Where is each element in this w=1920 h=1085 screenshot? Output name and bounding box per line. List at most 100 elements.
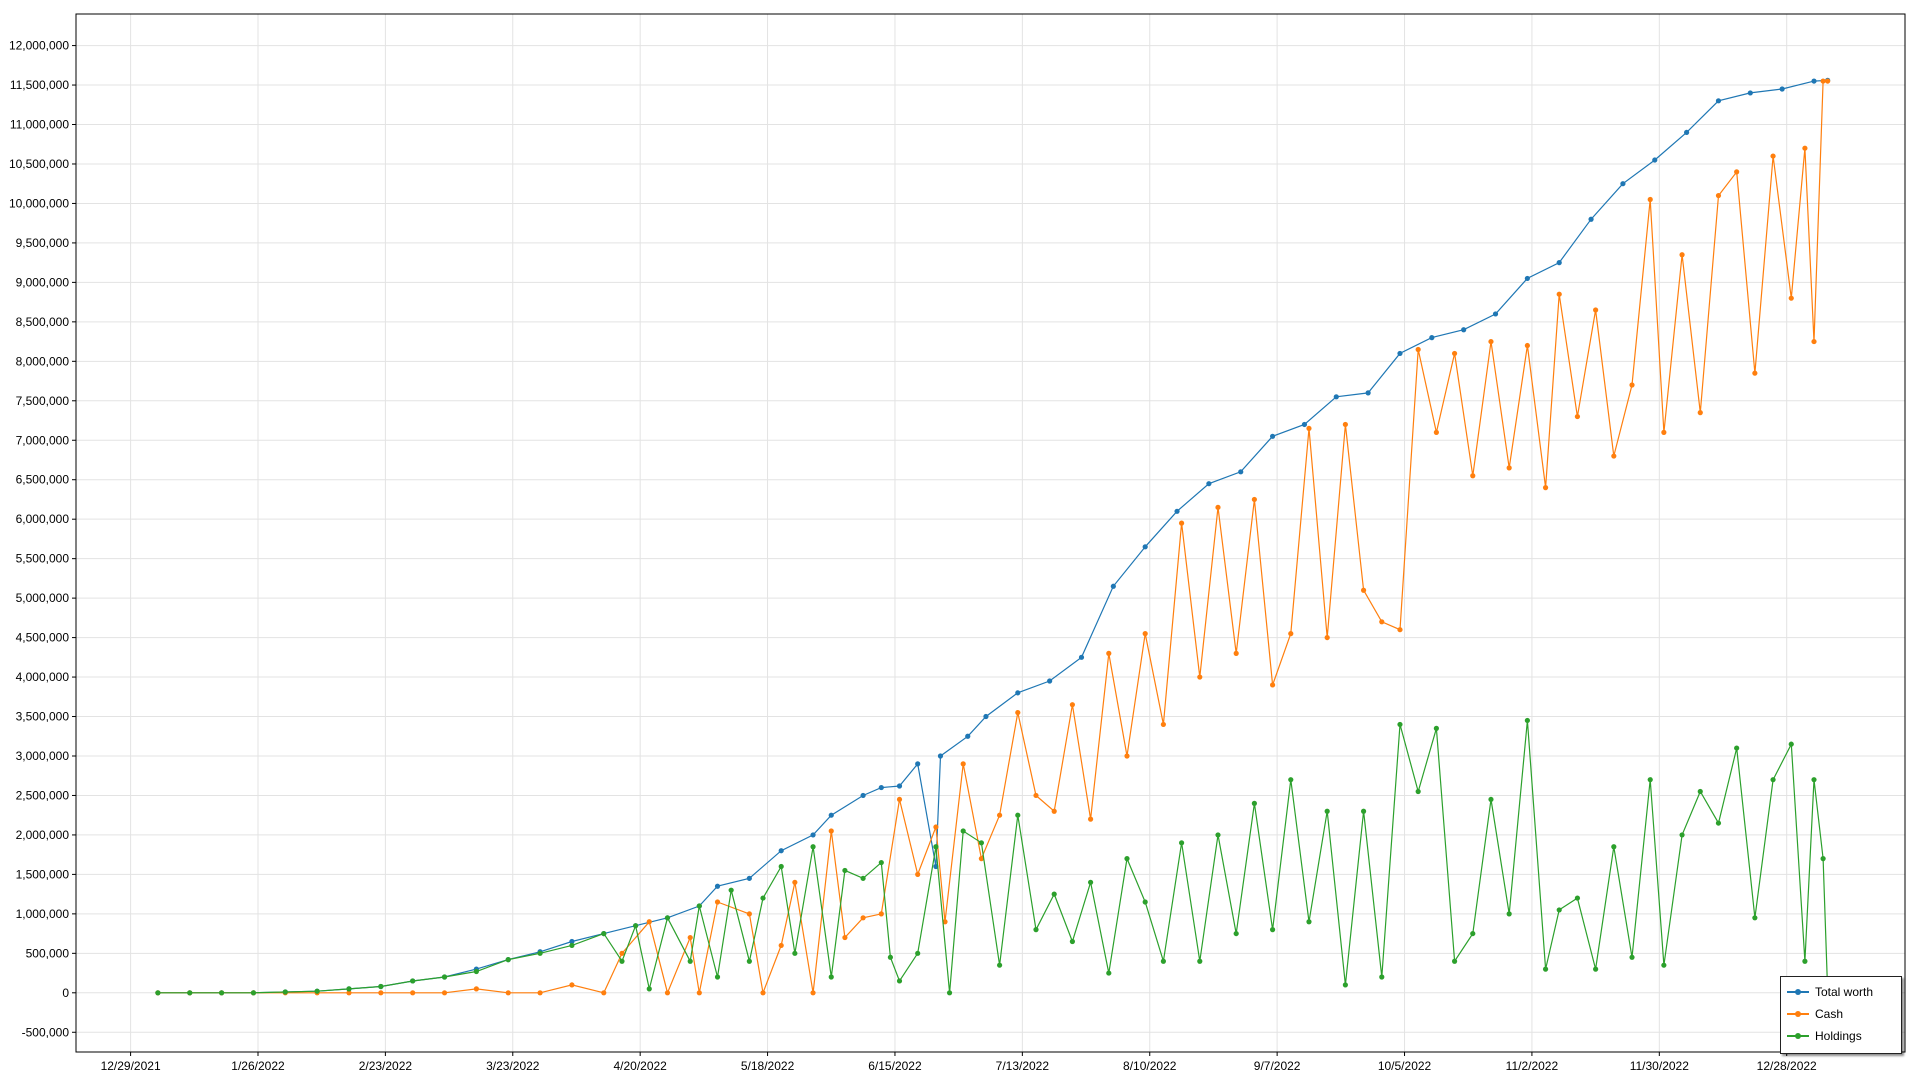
series-line-total-worth <box>158 80 1828 993</box>
data-point-holdings <box>1270 927 1275 932</box>
data-point-cash <box>760 990 765 995</box>
data-point-holdings <box>861 876 866 881</box>
data-point-cash <box>997 813 1002 818</box>
data-point-holdings <box>1470 931 1475 936</box>
data-point-cash <box>879 911 884 916</box>
data-point-cash <box>1679 252 1684 257</box>
data-point-total-worth <box>779 848 784 853</box>
data-point-holdings <box>1611 844 1616 849</box>
data-point-holdings <box>897 978 902 983</box>
data-point-cash <box>1379 619 1384 624</box>
legend-label-cash: Cash <box>1815 1007 1843 1021</box>
data-point-holdings <box>1197 959 1202 964</box>
data-point-holdings <box>283 989 288 994</box>
x-tick-label: 12/28/2022 <box>1757 1059 1817 1073</box>
y-tick-label: 6,500,000 <box>16 473 70 487</box>
data-point-holdings <box>715 974 720 979</box>
data-point-total-worth <box>1143 544 1148 549</box>
data-point-holdings <box>346 986 351 991</box>
legend-item-total-worth: Total worth <box>1787 981 1895 1003</box>
y-tick-label: -500,000 <box>22 1025 70 1039</box>
y-tick-label: 3,500,000 <box>16 710 70 724</box>
data-point-cash <box>842 935 847 940</box>
data-point-holdings <box>1488 797 1493 802</box>
data-point-holdings <box>1821 856 1826 861</box>
data-point-total-worth <box>915 761 920 766</box>
data-point-holdings <box>1052 892 1057 897</box>
data-point-cash <box>1070 702 1075 707</box>
data-point-cash <box>410 990 415 995</box>
data-point-holdings <box>1288 777 1293 782</box>
data-point-holdings <box>1215 832 1220 837</box>
data-point-cash <box>1106 651 1111 656</box>
data-point-holdings <box>1343 982 1348 987</box>
data-point-holdings <box>569 943 574 948</box>
data-point-cash <box>1306 426 1311 431</box>
data-point-cash <box>1575 414 1580 419</box>
data-point-cash <box>1179 521 1184 526</box>
data-point-cash <box>1507 465 1512 470</box>
data-point-holdings <box>251 990 256 995</box>
data-point-holdings <box>729 888 734 893</box>
y-tick-label: 9,000,000 <box>16 275 70 289</box>
data-point-holdings <box>697 903 702 908</box>
data-point-cash <box>1343 422 1348 427</box>
data-point-cash <box>1052 809 1057 814</box>
data-point-total-worth <box>1397 351 1402 356</box>
data-point-cash <box>897 797 902 802</box>
data-point-holdings <box>760 895 765 900</box>
data-point-cash <box>961 761 966 766</box>
data-point-holdings <box>1088 880 1093 885</box>
data-point-holdings <box>1789 742 1794 747</box>
data-point-holdings <box>1397 722 1402 727</box>
data-point-cash <box>810 990 815 995</box>
data-point-holdings <box>315 989 320 994</box>
x-tick-label: 1/26/2022 <box>231 1059 285 1073</box>
legend-label-total-worth: Total worth <box>1815 985 1873 999</box>
x-tick-label: 11/30/2022 <box>1630 1059 1689 1073</box>
data-point-holdings <box>1679 832 1684 837</box>
x-tick-label: 5/18/2022 <box>741 1059 795 1073</box>
data-point-total-worth <box>1557 260 1562 265</box>
y-tick-label: 2,500,000 <box>16 788 70 802</box>
data-point-cash <box>665 990 670 995</box>
y-tick-label: 500,000 <box>26 946 70 960</box>
x-tick-label: 6/15/2022 <box>868 1059 922 1073</box>
data-point-cash <box>715 899 720 904</box>
data-point-total-worth <box>1270 434 1275 439</box>
data-point-cash <box>601 990 606 995</box>
legend-swatch-total-worth <box>1787 987 1809 997</box>
x-tick-label: 7/13/2022 <box>996 1059 1050 1073</box>
data-point-total-worth <box>747 876 752 881</box>
data-point-total-worth <box>1206 481 1211 486</box>
data-point-holdings <box>829 974 834 979</box>
data-point-holdings <box>1325 809 1330 814</box>
x-tick-label: 9/7/2022 <box>1254 1059 1301 1073</box>
data-point-cash <box>1470 473 1475 478</box>
data-point-total-worth <box>1811 78 1816 83</box>
data-point-cash <box>1452 351 1457 356</box>
data-point-cash <box>1698 410 1703 415</box>
data-point-holdings <box>601 931 606 936</box>
data-point-cash <box>1397 627 1402 632</box>
data-point-cash <box>1648 197 1653 202</box>
data-point-holdings <box>155 990 160 995</box>
data-point-holdings <box>792 951 797 956</box>
data-point-cash <box>1416 347 1421 352</box>
data-point-cash <box>1802 146 1807 151</box>
data-point-holdings <box>1543 967 1548 972</box>
data-point-cash <box>1124 753 1129 758</box>
data-point-holdings <box>633 923 638 928</box>
data-point-holdings <box>842 868 847 873</box>
data-point-total-worth <box>1302 422 1307 427</box>
data-point-holdings <box>1593 967 1598 972</box>
data-point-cash <box>1088 817 1093 822</box>
data-point-total-worth <box>829 813 834 818</box>
y-tick-label: 4,000,000 <box>16 670 70 684</box>
data-point-cash <box>1825 78 1830 83</box>
data-point-total-worth <box>1493 311 1498 316</box>
y-tick-label: 9,500,000 <box>16 236 70 250</box>
data-point-total-worth <box>1588 217 1593 222</box>
data-point-total-worth <box>1620 181 1625 186</box>
data-point-cash <box>1325 635 1330 640</box>
